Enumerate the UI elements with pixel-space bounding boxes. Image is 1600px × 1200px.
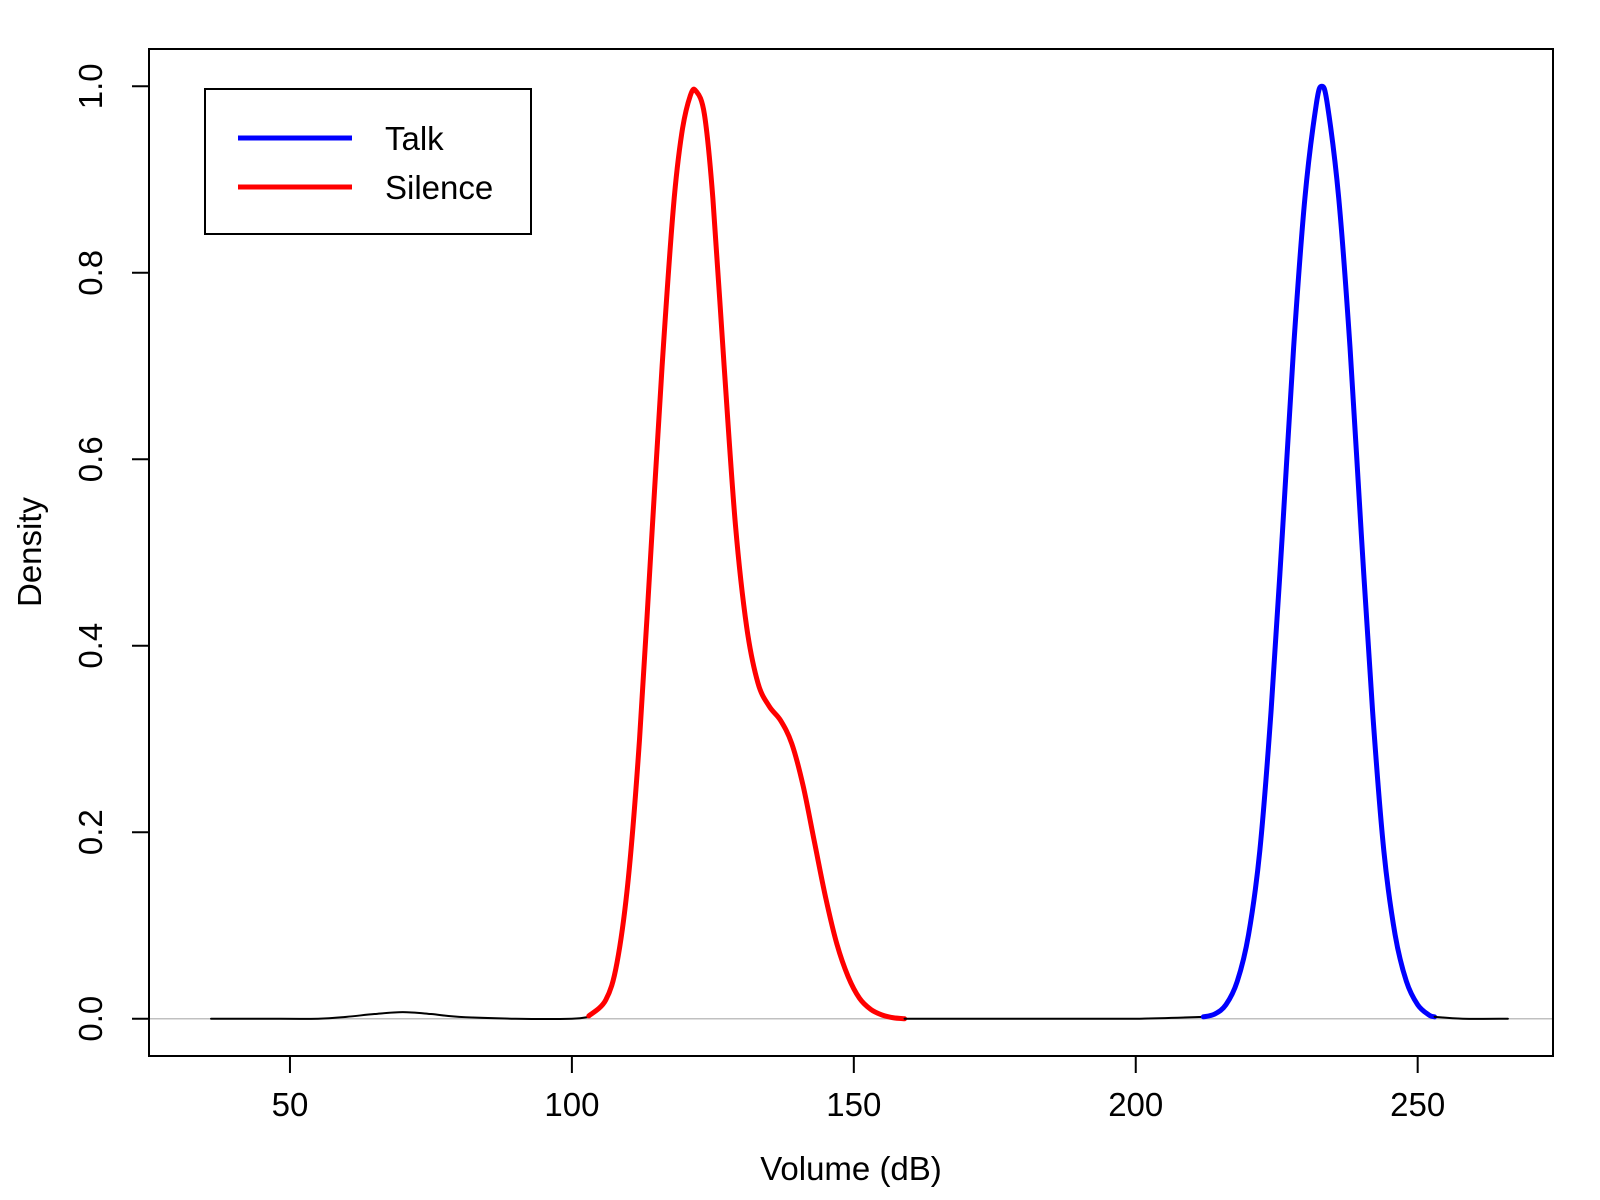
series-line-silence [586, 86, 908, 1022]
series-line-segment-0 [210, 1011, 590, 1020]
x-tick-label-150: 150 [826, 1086, 881, 1123]
x-tick-label-100: 100 [544, 1086, 599, 1123]
x-axis: 50 100 150 200 250 [272, 1055, 1445, 1123]
x-axis-title: Volume (dB) [760, 1150, 942, 1187]
y-tick-label-0.8: 0.8 [72, 250, 109, 296]
y-tick-label-1.0: 1.0 [72, 63, 109, 109]
legend-box [204, 88, 532, 235]
y-tick-label-0.2: 0.2 [72, 809, 109, 855]
y-tick-label-0.6: 0.6 [72, 436, 109, 482]
y-axis: 0.0 0.2 0.4 0.6 0.8 1.0 [72, 63, 150, 1042]
series-line-segment-4 [1433, 1015, 1509, 1020]
y-tick-label-0.4: 0.4 [72, 623, 109, 669]
legend-label-talk: Talk [385, 120, 444, 157]
legend: Talk Silence [204, 88, 532, 235]
series-line-segment-2 [903, 1015, 1205, 1020]
series-line-talk [1200, 83, 1438, 1020]
x-tick-label-250: 250 [1390, 1086, 1445, 1123]
series-layer [210, 83, 1509, 1022]
y-axis-title: Density [11, 496, 48, 607]
y-tick-label-0.0: 0.0 [72, 996, 109, 1042]
legend-label-silence: Silence [385, 169, 493, 206]
x-tick-label-50: 50 [272, 1086, 309, 1123]
x-tick-label-200: 200 [1108, 1086, 1163, 1123]
